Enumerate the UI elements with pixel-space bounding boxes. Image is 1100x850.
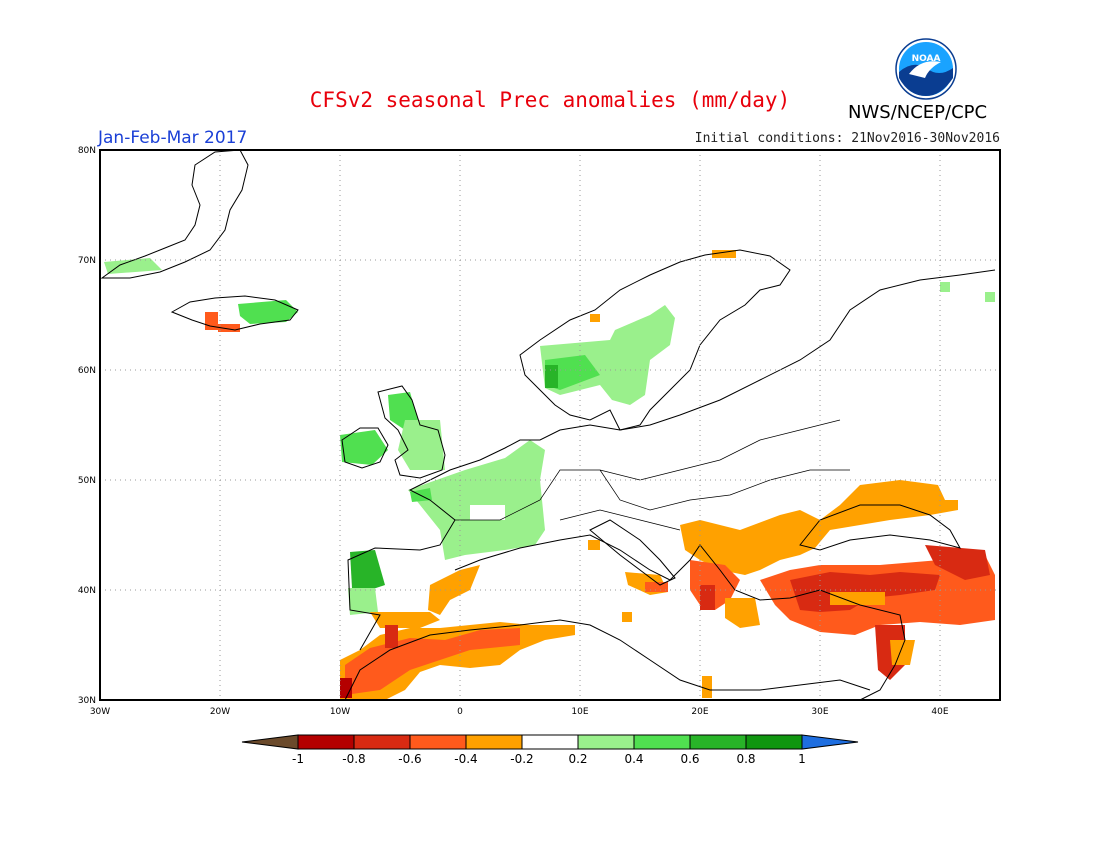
dry-region-greece-dark: [700, 585, 715, 610]
svg-text:NOAA: NOAA: [912, 54, 941, 64]
coastline-black-sea: [799, 504, 962, 551]
lon-label: 10E: [571, 707, 588, 717]
legend-tick-label: -0.2: [510, 752, 533, 766]
lat-label: 70N: [78, 256, 96, 266]
wet-region-norway-dark: [545, 365, 558, 388]
dry-region-north-cape: [712, 250, 736, 258]
lat-label: 50N: [78, 476, 96, 486]
lat-label: 80N: [78, 146, 96, 156]
legend-swatch: [409, 734, 467, 750]
neutral-region-turkey: [830, 592, 885, 605]
legend-swatch: [353, 734, 411, 750]
wet-region-scandinavia: [540, 305, 675, 405]
legend-arrow-right: [801, 734, 859, 750]
dry-region-morocco-dark: [385, 625, 398, 648]
dry-region-small: [622, 612, 632, 622]
legend-arrow-left: [241, 734, 299, 750]
dry-region-levant: [875, 625, 905, 680]
wet-region-galicia: [350, 550, 385, 590]
coastline-italy: [589, 519, 676, 586]
legend-tick-label: -0.4: [454, 752, 477, 766]
legend-swatch: [521, 734, 579, 750]
noaa-logo: NOAA: [895, 38, 957, 100]
dry-region-sardinia: [588, 540, 600, 550]
wet-region-kola: [940, 282, 950, 292]
color-legend: [241, 734, 859, 750]
legend-tick-label: 0.8: [736, 752, 755, 766]
legend-swatch: [577, 734, 635, 750]
lon-label: 10W: [330, 707, 350, 717]
coastline-iceland: [170, 295, 299, 331]
map-title: CFSv2 seasonal Prec anomalies (mm/day): [309, 88, 791, 112]
neutral-region-france: [470, 505, 505, 520]
anomaly-fill-layer: [104, 250, 995, 700]
coastline-layer: [100, 149, 996, 701]
wet-region-iceland: [238, 300, 298, 324]
legend-swatch: [465, 734, 523, 750]
lon-label: 30W: [90, 707, 110, 717]
wet-region-portugal: [348, 588, 378, 615]
coastline-continent: [347, 269, 996, 651]
lon-label: 20W: [210, 707, 230, 717]
coastline-mediterranean: [454, 534, 906, 701]
dry-region-levant-light: [890, 640, 915, 665]
coastline-britain: [377, 385, 446, 479]
agency-label: NWS/NCEP/CPC: [848, 102, 988, 123]
initial-conditions-label: Initial conditions: 21Nov2016-30Nov2016: [694, 131, 1000, 146]
coastline-ireland: [341, 427, 389, 469]
coastline-greenland: [100, 149, 249, 279]
wet-region-greenland: [104, 258, 162, 274]
lat-label: 40N: [78, 586, 96, 596]
legend-tick-label: -0.6: [398, 752, 421, 766]
legend-swatch: [297, 734, 355, 750]
graticule: [100, 150, 1000, 700]
dry-region-caucasus: [925, 545, 990, 580]
lat-label: 30N: [78, 696, 96, 706]
lon-label: 20E: [691, 707, 708, 717]
dry-region-morocco-xdark: [340, 678, 352, 698]
season-label: Jan-Feb-Mar 2017: [98, 128, 248, 148]
legend-tick-label: -1: [292, 752, 304, 766]
dry-region-lofoten: [590, 314, 600, 322]
legend-tick-label: 0.6: [680, 752, 699, 766]
lat-label: 60N: [78, 366, 96, 376]
coastline-scandinavia: [519, 249, 791, 431]
longitude-labels: 30W 20W 10W 0 10E 20E 30E 40E: [90, 707, 949, 717]
wet-region-ireland: [340, 430, 388, 465]
coastline-north-africa: [344, 619, 871, 701]
lon-label: 40E: [931, 707, 948, 717]
dry-region-balkans: [680, 480, 958, 575]
wet-region-norway: [545, 355, 600, 390]
legend-swatch: [689, 734, 747, 750]
legend-tick-label: -0.8: [342, 752, 365, 766]
legend-swatch: [745, 734, 803, 750]
dry-region-egypt: [702, 676, 712, 698]
legend-tick-labels: -1 -0.8 -0.6 -0.4 -0.2 0.2 0.4 0.6 0.8 1: [292, 752, 806, 766]
map-frame: [99, 149, 1001, 701]
lon-label: 30E: [811, 707, 828, 717]
legend-tick-label: 0.4: [624, 752, 643, 766]
dry-region-sicily-mid: [645, 582, 668, 592]
legend-tick-label: 1: [798, 752, 806, 766]
dry-region-spain-east: [428, 565, 480, 615]
wet-region-urals: [985, 292, 995, 302]
dry-region-spain-south: [370, 612, 440, 628]
legend-tick-label: 0.2: [568, 752, 587, 766]
latitude-labels: 80N 70N 60N 50N 40N 30N: [78, 146, 96, 706]
wet-region-england: [398, 420, 445, 470]
legend-swatch: [633, 734, 691, 750]
dry-region-aegean: [725, 598, 760, 628]
wet-region-france: [408, 440, 545, 560]
lon-label: 0: [457, 707, 463, 717]
